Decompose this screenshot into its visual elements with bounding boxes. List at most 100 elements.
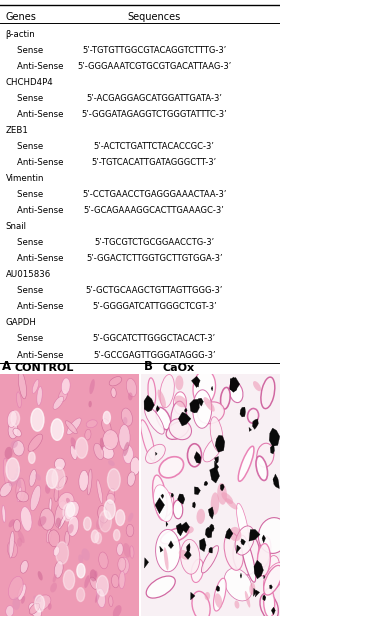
Ellipse shape: [37, 387, 42, 406]
Text: 5’-GGGATAGAGGTCTGGGTATTTC-3’: 5’-GGGATAGAGGTCTGGGTATTTC-3’: [82, 110, 227, 120]
Ellipse shape: [175, 376, 183, 390]
Ellipse shape: [17, 537, 22, 547]
Circle shape: [76, 438, 88, 459]
Text: 5’-GGGGATCATTGGGCTCGT-3’: 5’-GGGGATCATTGGGCTCGT-3’: [92, 303, 217, 311]
Polygon shape: [210, 467, 220, 483]
Ellipse shape: [38, 571, 43, 581]
Polygon shape: [190, 399, 200, 413]
Text: Sense: Sense: [6, 238, 43, 247]
Ellipse shape: [160, 374, 174, 408]
Ellipse shape: [241, 535, 256, 582]
Ellipse shape: [169, 419, 192, 440]
Ellipse shape: [55, 501, 67, 528]
Circle shape: [77, 564, 85, 578]
Polygon shape: [254, 560, 263, 579]
Ellipse shape: [67, 418, 81, 435]
Ellipse shape: [126, 525, 134, 537]
Ellipse shape: [53, 574, 57, 582]
Text: 5’-ACTCTGATTCTACACCGC-3’: 5’-ACTCTGATTCTACACCGC-3’: [94, 142, 215, 152]
Ellipse shape: [13, 441, 24, 456]
Circle shape: [77, 587, 85, 601]
Ellipse shape: [108, 596, 113, 606]
Ellipse shape: [97, 480, 103, 504]
Ellipse shape: [233, 533, 260, 575]
Ellipse shape: [158, 389, 166, 408]
Text: Sequences: Sequences: [128, 12, 181, 22]
Ellipse shape: [192, 591, 210, 621]
Polygon shape: [264, 575, 265, 579]
Ellipse shape: [13, 428, 21, 437]
Ellipse shape: [20, 560, 28, 573]
Ellipse shape: [156, 530, 180, 572]
Circle shape: [11, 411, 20, 426]
Ellipse shape: [58, 493, 74, 510]
Ellipse shape: [214, 578, 226, 611]
Polygon shape: [215, 457, 218, 464]
Ellipse shape: [237, 503, 249, 544]
Ellipse shape: [264, 565, 282, 595]
Ellipse shape: [4, 447, 13, 459]
Polygon shape: [214, 461, 219, 473]
Text: CaOx: CaOx: [162, 363, 194, 373]
Ellipse shape: [84, 575, 90, 588]
Ellipse shape: [10, 440, 18, 448]
Text: 5’-GGACTCTTGGTGCTTGTGGA-3’: 5’-GGACTCTTGGTGCTTGTGGA-3’: [86, 254, 223, 264]
Ellipse shape: [123, 442, 129, 456]
Text: CHCHD4P4: CHCHD4P4: [6, 78, 54, 87]
Ellipse shape: [148, 378, 156, 406]
Ellipse shape: [263, 562, 285, 592]
Ellipse shape: [65, 421, 77, 434]
Ellipse shape: [123, 445, 133, 464]
Circle shape: [103, 411, 110, 424]
Polygon shape: [240, 573, 242, 578]
Ellipse shape: [171, 401, 187, 436]
Circle shape: [52, 467, 65, 490]
Text: Anti-Sense: Anti-Sense: [6, 303, 63, 311]
Text: Sense: Sense: [6, 94, 43, 103]
Polygon shape: [198, 398, 203, 406]
Ellipse shape: [123, 417, 127, 425]
Polygon shape: [194, 452, 201, 464]
Text: 5’-GCAGAAAGGCACTTGAAAGC-3’: 5’-GCAGAAAGGCACTTGAAAGC-3’: [84, 206, 225, 215]
Ellipse shape: [59, 389, 67, 402]
Ellipse shape: [187, 443, 201, 467]
Text: Sense: Sense: [6, 46, 43, 55]
Ellipse shape: [9, 478, 17, 487]
Ellipse shape: [95, 591, 100, 603]
Ellipse shape: [94, 571, 97, 577]
Ellipse shape: [85, 429, 91, 440]
Text: Sense: Sense: [6, 286, 43, 296]
Ellipse shape: [48, 530, 60, 547]
Ellipse shape: [14, 520, 21, 532]
Ellipse shape: [49, 498, 52, 511]
Text: 5’-GGGAAATCGTGCGTGACATTAAG-3’: 5’-GGGAAATCGTGCGTGACATTAAG-3’: [77, 62, 231, 71]
Ellipse shape: [65, 501, 79, 520]
Ellipse shape: [108, 460, 115, 466]
Ellipse shape: [224, 533, 243, 571]
Ellipse shape: [153, 475, 167, 520]
Ellipse shape: [8, 421, 18, 439]
Ellipse shape: [154, 485, 173, 521]
Ellipse shape: [16, 468, 21, 473]
Polygon shape: [240, 407, 245, 417]
Ellipse shape: [145, 398, 151, 411]
Ellipse shape: [96, 516, 104, 530]
Circle shape: [35, 595, 45, 612]
Ellipse shape: [21, 507, 32, 531]
Ellipse shape: [58, 476, 67, 487]
Ellipse shape: [56, 518, 61, 527]
Ellipse shape: [90, 569, 97, 581]
Text: Anti-Sense: Anti-Sense: [6, 159, 63, 167]
Ellipse shape: [229, 382, 243, 403]
Ellipse shape: [118, 557, 126, 571]
Polygon shape: [155, 498, 165, 514]
Text: Sense: Sense: [6, 335, 43, 343]
Ellipse shape: [260, 593, 278, 620]
Ellipse shape: [29, 603, 39, 615]
Circle shape: [115, 510, 125, 526]
Ellipse shape: [94, 443, 104, 460]
Text: Sense: Sense: [6, 142, 43, 152]
Ellipse shape: [101, 446, 114, 459]
Ellipse shape: [198, 402, 224, 424]
Text: β-actin: β-actin: [6, 30, 35, 39]
